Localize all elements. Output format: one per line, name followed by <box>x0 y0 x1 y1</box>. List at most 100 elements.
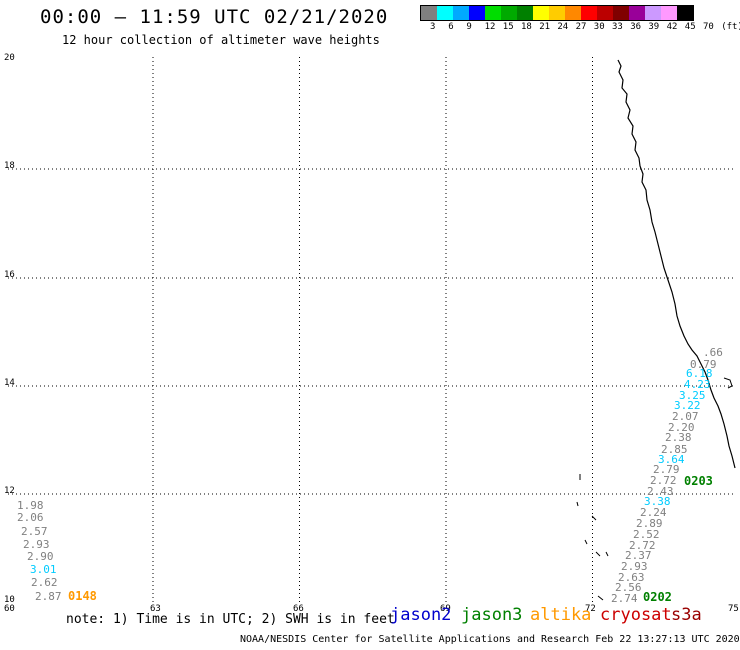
wave-height-label: 3.22 <box>674 399 701 412</box>
lon-tick-label: 69 <box>440 604 451 614</box>
wave-height-label: 2.63 <box>618 571 645 584</box>
wave-height-label: 6.18 <box>686 367 713 380</box>
wave-height-label: 2.06 <box>17 511 44 524</box>
pass-time-label: 0202 <box>643 590 672 604</box>
island <box>595 551 601 557</box>
legend-swatch <box>661 6 677 20</box>
wave-height-label: 2.62 <box>31 576 58 589</box>
legend-swatch <box>677 6 693 20</box>
legend-label: 3 <box>430 22 436 32</box>
lat-tick-label: 16 <box>4 270 15 280</box>
legend-swatch <box>517 6 533 20</box>
legend-label: 36 <box>630 22 642 32</box>
footer-note: note: 1) Time is in UTC; 2) SWH is in fe… <box>66 612 395 627</box>
map-grid: 60 63 66 69 72 75 10 12 14 16 18 20 <box>4 53 739 614</box>
lat-tick-label: 20 <box>4 53 15 63</box>
legend-swatch <box>629 6 645 20</box>
wave-height-label: 2.90 <box>27 550 54 563</box>
island <box>597 595 604 601</box>
satellite-jason3: jason3 <box>461 605 523 625</box>
wave-height-label: 2.37 <box>625 549 652 562</box>
legend-label: 15 <box>502 22 514 32</box>
wave-height-label: 4.23 <box>684 378 711 391</box>
map-title: 00:00 – 11:59 UTC 02/21/2020 <box>40 6 389 28</box>
legend-label: 12 <box>484 22 496 32</box>
legend-label: 27 <box>575 22 587 32</box>
satellite-s3a: s3a <box>671 605 702 625</box>
wave-height-label: 2.72 <box>629 539 656 552</box>
pass-time-label: 0148 <box>68 589 97 603</box>
legend-color-bar <box>420 5 694 21</box>
map-subtitle: 12 hour collection of altimeter wave hei… <box>62 33 380 47</box>
legend-label: 30 <box>593 22 605 32</box>
india-west-coastline <box>617 59 736 469</box>
legend-swatch <box>437 6 453 20</box>
legend-label: (ft) <box>721 22 740 32</box>
legend-swatch <box>613 6 629 20</box>
lon-tick-label: 75 <box>728 604 739 614</box>
legend-label: 21 <box>539 22 551 32</box>
lon-tick-label: 60 <box>4 604 15 614</box>
legend-label: 33 <box>612 22 623 32</box>
wave-height-label: 0.79 <box>690 358 717 371</box>
legend-swatch <box>645 6 661 20</box>
lat-tick-label: 10 <box>4 595 15 605</box>
wave-height-label: 2.74 <box>611 592 638 605</box>
wave-height-label: 1.98 <box>17 499 44 512</box>
wave-height-label: 2.20 <box>668 421 695 434</box>
satellite-cryosat: cryosat <box>600 605 672 625</box>
legend-label: 70 <box>703 22 714 32</box>
wave-height-labels: 1.982.062.572.932.903.012.622.87 0148.660… <box>17 346 723 605</box>
legend-swatch <box>581 6 597 20</box>
legend-label: 6 <box>448 22 454 32</box>
wave-height-label: 2.93 <box>23 538 50 551</box>
island <box>576 501 579 507</box>
legend-swatch <box>469 6 485 20</box>
legend-label: 39 <box>648 22 660 32</box>
coastline <box>576 59 736 601</box>
legend-label: 18 <box>521 22 532 32</box>
wave-height-label: 2.87 <box>35 590 62 603</box>
legend-label: 42 <box>666 22 678 32</box>
legend-swatch <box>565 6 581 20</box>
wave-height-label: 2.72 <box>650 474 677 487</box>
wave-height-label: 2.79 <box>653 463 680 476</box>
wave-height-label: 2.56 <box>615 581 642 594</box>
wave-height-label: 2.57 <box>21 525 48 538</box>
lat-tick-label: 18 <box>4 161 15 171</box>
island <box>591 515 597 521</box>
pass-time-label: 0203 <box>684 474 713 488</box>
legend-swatch <box>501 6 517 20</box>
island <box>605 551 609 557</box>
wave-height-label: .66 <box>703 346 723 359</box>
legend-swatch <box>533 6 549 20</box>
wave-height-label: 3.38 <box>644 495 671 508</box>
wave-height-label: 2.85 <box>661 443 688 456</box>
legend-swatch <box>485 6 501 20</box>
lat-tick-label: 14 <box>4 378 15 388</box>
island <box>723 377 733 389</box>
legend-swatch <box>597 6 613 20</box>
lon-tick-label: 66 <box>293 604 304 614</box>
wave-height-label: 2.93 <box>621 560 648 573</box>
wave-height-label: 3.25 <box>679 389 706 402</box>
island <box>584 539 588 545</box>
legend-swatch <box>549 6 565 20</box>
wave-height-label: 2.07 <box>672 410 699 423</box>
legend-label: 24 <box>557 22 569 32</box>
satellite-jason2: jason2 <box>390 605 452 625</box>
satellite-altika: altika <box>530 605 592 625</box>
legend-label: 9 <box>466 22 472 32</box>
credit-line: NOAA/NESDIS Center for Satellite Applica… <box>240 634 740 645</box>
wave-height-label: 2.52 <box>633 528 660 541</box>
legend-label: 45 <box>684 22 696 32</box>
lon-tick-label: 63 <box>150 604 161 614</box>
wave-height-label: 2.43 <box>647 485 674 498</box>
wave-height-label: 2.24 <box>640 506 667 519</box>
legend-swatch <box>421 6 437 20</box>
legend-swatch <box>453 6 469 20</box>
lat-tick-label: 12 <box>4 486 15 496</box>
